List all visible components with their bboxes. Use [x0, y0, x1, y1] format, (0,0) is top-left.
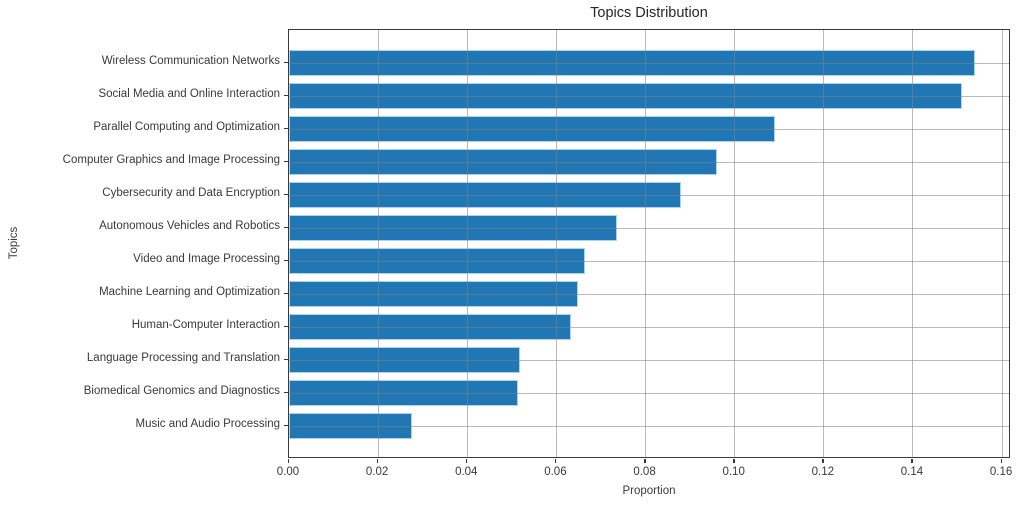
- y-tick-label: Machine Learning and Optimization: [99, 286, 280, 298]
- bar: [289, 214, 618, 242]
- y-tick-label: Language Processing and Translation: [86, 352, 280, 364]
- y-tick-mark: [283, 424, 288, 426]
- bar: [289, 280, 578, 308]
- x-tick-mark: [733, 458, 735, 463]
- y-tick-label: Social Media and Online Interaction: [98, 88, 280, 100]
- y-tick-label: Human-Computer Interaction: [131, 319, 280, 331]
- x-tick-mark: [822, 458, 824, 463]
- x-tick-label: 0.06: [544, 466, 567, 478]
- x-tick-label: 0.10: [722, 466, 745, 478]
- y-tick-mark: [283, 226, 288, 228]
- bar: [289, 82, 962, 110]
- bar: [289, 412, 412, 440]
- x-tick-mark: [287, 458, 289, 463]
- bar: [289, 313, 571, 341]
- y-tick-label: Video and Image Processing: [133, 253, 280, 265]
- bar: [289, 115, 775, 143]
- chart-title: Topics Distribution: [590, 5, 708, 21]
- x-tick-mark: [644, 458, 646, 463]
- bar: [289, 379, 519, 407]
- y-tick-mark: [283, 325, 288, 327]
- y-tick-label: Cybersecurity and Data Encryption: [102, 187, 280, 199]
- x-tick-mark: [465, 458, 468, 463]
- y-tick-label: Autonomous Vehicles and Robotics: [99, 220, 280, 232]
- y-tick-label: Wireless Communication Networks: [101, 55, 280, 67]
- y-tick-mark: [283, 391, 288, 393]
- bar: [289, 247, 586, 275]
- x-tick-label: 0.04: [455, 466, 478, 478]
- x-tick-mark: [1000, 458, 1003, 463]
- y-tick-mark: [283, 61, 288, 63]
- y-tick-mark: [283, 94, 288, 96]
- y-tick-label: Music and Audio Processing: [135, 418, 280, 430]
- x-tick-label: 0.02: [365, 466, 389, 478]
- y-tick-mark: [283, 127, 288, 129]
- x-tick-label: 0.08: [633, 466, 656, 478]
- bar: [289, 346, 521, 374]
- x-tick-mark: [376, 458, 379, 463]
- bar: [289, 49, 976, 77]
- y-tick-label: Parallel Computing and Optimization: [93, 121, 280, 133]
- y-tick-mark: [283, 193, 288, 195]
- bars-layer: [289, 30, 1009, 457]
- x-tick-label: 0.12: [811, 466, 834, 478]
- plot-area: [288, 29, 1010, 458]
- bar: [289, 148, 717, 176]
- x-axis-label: Proportion: [622, 485, 676, 497]
- y-tick-mark: [283, 259, 288, 261]
- y-tick-label: Biomedical Genomics and Diagnostics: [83, 385, 280, 397]
- x-tick-label: 0.16: [989, 466, 1013, 478]
- y-tick-mark: [283, 160, 288, 162]
- x-tick-mark: [911, 458, 913, 463]
- x-tick-label: 0.14: [900, 466, 924, 478]
- x-tick-label: 0.00: [276, 466, 300, 478]
- x-tick-mark: [554, 458, 557, 463]
- y-tick-mark: [283, 292, 288, 294]
- y-tick-mark: [283, 358, 288, 360]
- y-tick-label: Computer Graphics and Image Processing: [62, 154, 280, 166]
- bar: [289, 181, 682, 209]
